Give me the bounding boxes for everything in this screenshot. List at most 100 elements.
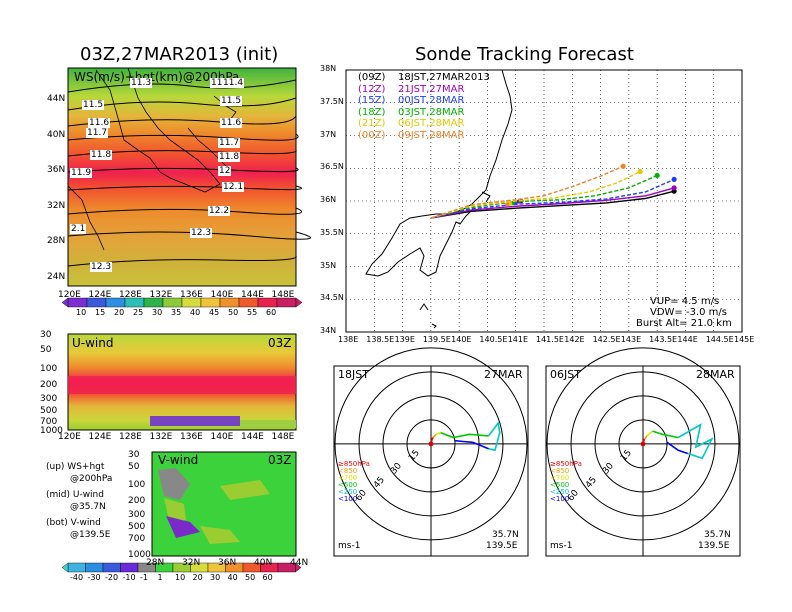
wind-colorbar-label: -1	[140, 573, 148, 582]
track-lon-tick: 139E	[394, 335, 415, 344]
u-wind-y-tick: 30	[40, 330, 52, 340]
sonde-tracks	[430, 163, 677, 219]
contour-label: 12.3	[190, 228, 213, 238]
v-wind-label: V-wind	[158, 453, 199, 467]
hodograph-segment	[677, 423, 714, 460]
track-lat-tick: 37N	[320, 129, 337, 139]
ws-lon-tick: 140E	[210, 290, 234, 300]
contour-label: 11.4	[222, 78, 245, 88]
wind-colorbar-label: -30	[87, 573, 101, 582]
hodograph-units: ms-1	[338, 541, 361, 551]
legend-zulu: (18Z)	[358, 106, 386, 118]
track-lon-tick: 144.5E	[705, 335, 734, 344]
hodograph-level: <850	[550, 467, 570, 475]
hodograph-level: <700	[338, 474, 358, 482]
track-lon-tick: 142E	[564, 335, 585, 344]
hodograph-lat: 35.7N	[704, 530, 731, 540]
ws-colorbar-label: 10	[76, 308, 87, 317]
landing-point	[637, 168, 643, 175]
left-title: 03Z,27MAR2013 (init)	[80, 44, 279, 65]
hodograph-level: ≥850hPa	[550, 460, 582, 468]
v-wind-y-tick: 100	[128, 480, 146, 490]
legend-time: 03JST,28MAR	[398, 106, 465, 118]
v-wind-time: 03Z	[268, 453, 292, 467]
v-wind-y-tick: 200	[128, 496, 146, 506]
v-wind-x-tick: 44N	[290, 558, 309, 568]
track-lon-tick: 143.5E	[649, 335, 678, 344]
hodograph-time: 18JST	[338, 368, 369, 381]
track-lon-tick: 143E	[620, 335, 642, 344]
ws-colorbar-label: 20	[114, 308, 125, 317]
ws-map-label: WS(m/s)+hgt(km)@200hPa	[74, 70, 240, 84]
v-wind-y-tick: 1000	[128, 550, 151, 560]
track-lat-tick: 34.5N	[320, 293, 344, 303]
u-wind-x-tick: 140E	[210, 432, 234, 442]
track-lon-tick: 142.5E	[592, 335, 621, 344]
track-lat-tick: 38N	[320, 64, 337, 73]
note-value: @139.5E	[70, 530, 111, 540]
hodograph-lon: 139.5E	[486, 541, 518, 551]
landing-point	[671, 176, 677, 182]
landing-point	[671, 185, 677, 191]
note-key: (up) WS+hgt	[46, 462, 105, 472]
sonde-track-line	[430, 190, 675, 219]
legend-time: 00JST,28MAR	[398, 95, 465, 106]
wind-colorbar-label: 60	[262, 573, 273, 582]
right-title: Sonde Tracking Forecast	[415, 44, 634, 65]
ws-lat-tick: 36N	[47, 165, 66, 175]
ws-lat-tick: 28N	[47, 236, 66, 246]
legend-zulu: (21Z)	[358, 118, 386, 129]
note-key: (mid) U-wind	[46, 490, 104, 500]
sonde-track-line	[430, 165, 624, 219]
ws-colorbar-label: 60	[266, 308, 277, 317]
wind-colorbar-label: 10	[175, 573, 186, 582]
ws-lat-tick: 40N	[47, 129, 66, 140]
track-lon-tick: 140.5E	[479, 335, 508, 344]
hodograph-date: 27MAR	[484, 368, 523, 381]
surface-point	[640, 441, 646, 447]
ws-lon-tick: 132E	[149, 290, 173, 300]
contour-label: 11.4	[210, 78, 233, 88]
ws-colorbar-label: 50	[228, 308, 239, 317]
wind-colorbar-label: 20	[192, 573, 203, 582]
wind-colorbar-label: 50	[245, 573, 256, 582]
track-lon-tick: 144E	[677, 335, 698, 344]
hodograph-segment	[435, 431, 441, 436]
v-wind-x-tick: 36N	[218, 558, 237, 568]
hodograph-level: <100	[338, 495, 358, 503]
u-wind-y-tick: 500	[40, 406, 58, 416]
wind-colorbar-label: 1	[157, 573, 163, 582]
legend-time: 18JST,27MAR2013	[398, 72, 490, 83]
hodograph-units: ms-1	[550, 541, 573, 551]
track-lat-tick: 35N	[320, 260, 337, 270]
hodograph-lon: 139.5E	[698, 541, 730, 551]
legend-zulu: (15Z)	[358, 95, 386, 106]
surface-point	[428, 441, 434, 447]
u-wind-time: 03Z	[268, 336, 292, 350]
legend-time: 09JST,28MAR	[398, 129, 465, 141]
u-wind-x-tick: 136E	[180, 432, 203, 442]
hodograph-level: <700	[550, 474, 570, 482]
wind-colorbar-swatch	[67, 562, 86, 573]
hodograph-segment	[440, 431, 489, 439]
hodograph-lat: 35.7N	[492, 530, 519, 540]
contour-label: 11.6	[88, 118, 111, 128]
v-wind-y-tick: 50	[128, 462, 140, 472]
u-wind-y-tick: 100	[40, 364, 58, 374]
wind-colorbar-label: 40	[227, 573, 238, 582]
legend-time: 06JST,28MAR	[398, 118, 465, 129]
hodograph-level: <500	[550, 481, 570, 489]
track-lon-tick: 141.5E	[536, 335, 564, 344]
legend-zulu: (09Z)	[358, 72, 386, 83]
track-lat-tick: 36N	[320, 195, 337, 204]
u-wind-y-tick: 300	[40, 394, 58, 404]
hodograph-06jst	[545, 347, 741, 557]
u-wind-y-tick: 700	[40, 417, 58, 427]
contour-label: 12.2	[208, 206, 231, 216]
hodograph-level: <500	[338, 481, 358, 489]
u-wind-x-tick: 144E	[241, 432, 264, 442]
contour-label: 11.5	[82, 100, 105, 110]
hodograph-level: ≥850hPa	[338, 460, 370, 468]
track-lat-tick: 35.5N	[320, 227, 344, 237]
ws-lat-tick: 44N	[47, 94, 66, 104]
